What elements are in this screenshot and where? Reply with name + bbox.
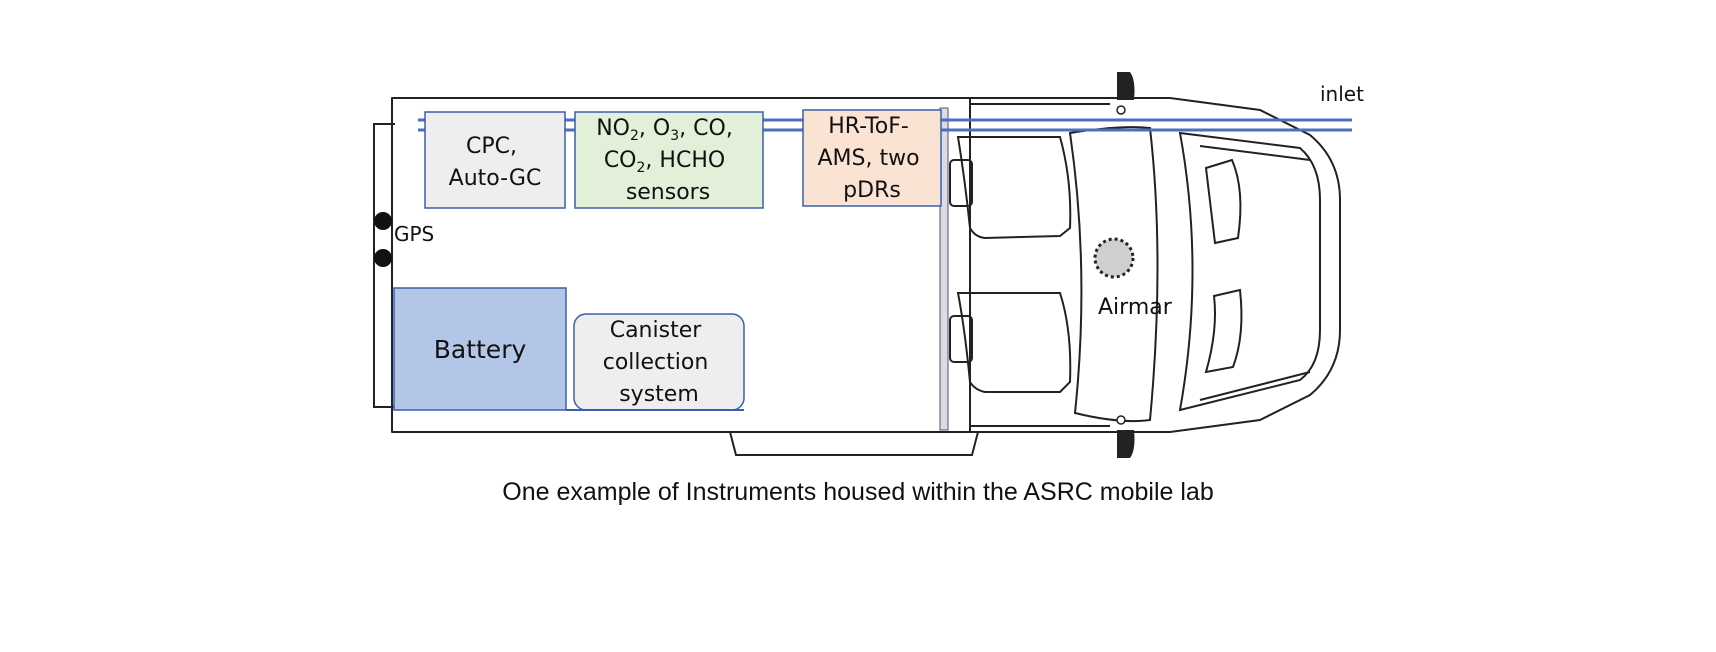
gps-label: GPS — [394, 222, 434, 246]
airmar-sensor — [1093, 237, 1135, 279]
cpc-label-line2: Auto-GC — [449, 166, 542, 191]
svg-text:NO2, O3, CO, CO2, HCHO: NO2, O3, CO, CO2, HCHO sensors — [596, 116, 740, 205]
figure-caption: One example of Instruments housed within… — [502, 478, 1214, 506]
sensors-label-line1: NO2, O3, CO, — [596, 116, 733, 144]
ams-label-line2: AMS, two — [817, 146, 919, 171]
cpc-box — [424, 111, 566, 209]
inlet-label: inlet — [1320, 82, 1364, 106]
cpc-label-line1: CPC, — [466, 134, 517, 159]
gps-marker-upper — [374, 212, 392, 230]
canister-label-line3: system — [619, 382, 699, 407]
side-mirrors — [1116, 72, 1135, 458]
svg-text:Canister collection sy: Canister collection system — [603, 318, 716, 407]
ams-label-line3: pDRs — [843, 178, 901, 203]
sensors-label-line2: CO2, HCHO — [604, 148, 725, 176]
gps-marker-lower — [374, 249, 392, 267]
svg-text:HR-ToF- AMS, two pDRs: HR-ToF- AMS, two pDRs — [817, 114, 926, 203]
canister-label-line1: Canister — [610, 318, 703, 343]
battery-box — [393, 287, 567, 411]
sensors-box — [574, 111, 764, 209]
van-body — [373, 97, 1341, 456]
canister-label-line2: collection — [603, 350, 709, 375]
airmar-label: Airmar — [1098, 295, 1173, 320]
svg-text:CPC, Auto-GC: CPC, Auto-GC — [449, 134, 542, 191]
ams-box — [802, 109, 942, 207]
sensors-label-line3: sensors — [626, 180, 710, 205]
battery-label: Battery — [434, 335, 527, 364]
ams-label-line1: HR-ToF- — [828, 114, 909, 139]
